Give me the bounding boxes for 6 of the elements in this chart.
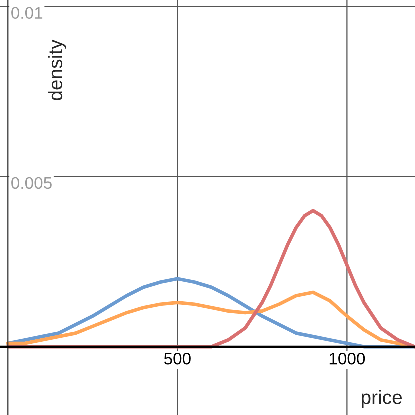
y-tick-label: 0.01	[12, 7, 43, 20]
x-axis-title: price	[362, 390, 402, 408]
x-tick-label: 1000	[330, 352, 366, 365]
x-tick-label: 500	[164, 352, 191, 365]
y-tick-label: 0.005	[12, 177, 52, 190]
y-axis-title: density	[48, 40, 66, 101]
